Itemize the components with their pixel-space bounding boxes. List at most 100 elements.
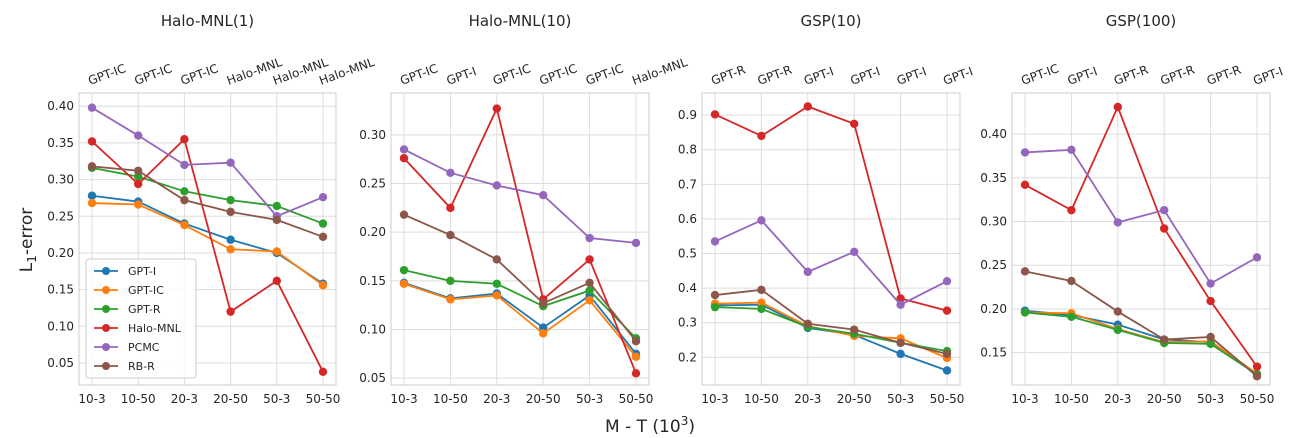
data-point-halo-mnl bbox=[180, 135, 189, 144]
data-point-pcmc bbox=[803, 267, 812, 277]
x-tick-label: 50-50 bbox=[1240, 392, 1275, 406]
y-tick-label: 0.2 bbox=[678, 350, 697, 364]
x-tick-label: 20-3 bbox=[1104, 392, 1131, 406]
data-point-rb-r bbox=[1252, 372, 1262, 381]
series-line-pcmc bbox=[91, 106, 324, 218]
x-tick-label: 20-50 bbox=[1147, 392, 1182, 406]
data-point-rb-r bbox=[492, 255, 501, 264]
data-point-halo-mnl bbox=[585, 255, 594, 264]
data-point-rb-r bbox=[942, 349, 952, 359]
data-point-gpt-r bbox=[757, 304, 766, 314]
data-point-halo-mnl bbox=[1206, 296, 1215, 306]
data-point-rb-r bbox=[446, 230, 455, 240]
series-line-rb-r bbox=[714, 288, 948, 355]
series-line-pcmc bbox=[714, 219, 948, 306]
data-point-gpt-ic bbox=[272, 247, 281, 256]
series-line-gpt-i bbox=[714, 303, 948, 372]
panel-title: Halo-MNL(1) bbox=[161, 12, 254, 30]
data-point-halo-mnl bbox=[134, 179, 143, 189]
y-tick-label: 0.15 bbox=[47, 283, 74, 297]
y-tick-label: 0.10 bbox=[359, 323, 386, 337]
y-tick-label: 0.15 bbox=[980, 346, 1007, 360]
top-tick-label: GPT-I bbox=[1251, 64, 1285, 88]
y-tick-label: 0.20 bbox=[359, 225, 386, 239]
data-point-gpt-r bbox=[134, 172, 143, 181]
x-tick-label: 50-3 bbox=[263, 392, 290, 406]
data-point-gpt-ic bbox=[585, 296, 594, 305]
data-point-halo-mnl bbox=[272, 276, 281, 286]
data-point-rb-r bbox=[134, 166, 143, 175]
y-tick-label: 0.6 bbox=[678, 212, 697, 226]
series-line-rb-r bbox=[91, 165, 324, 238]
x-tick-label: 10-3 bbox=[1011, 392, 1038, 406]
y-tick-label: 0.15 bbox=[359, 274, 386, 288]
data-point-gpt-r bbox=[318, 219, 328, 228]
data-point-gpt-i bbox=[942, 366, 952, 375]
legend-label-pcmc: PCMC bbox=[128, 341, 160, 354]
series-line-gpt-r bbox=[1024, 311, 1258, 376]
legend-label-gpt-ic: GPT-IC bbox=[128, 284, 164, 297]
data-point-gpt-r bbox=[1020, 308, 1030, 317]
x-tick-label: 10-3 bbox=[78, 392, 105, 406]
series-line-gpt-r bbox=[714, 306, 948, 352]
data-point-pcmc bbox=[539, 191, 548, 200]
y-tick-label: 0.35 bbox=[47, 136, 74, 150]
data-point-pcmc bbox=[942, 277, 952, 286]
legend-swatch-marker bbox=[102, 305, 110, 313]
x-tick-label: 20-50 bbox=[837, 392, 872, 406]
x-tick-label: 10-50 bbox=[1054, 392, 1089, 406]
data-point-gpt-ic bbox=[399, 279, 409, 288]
x-tick-label: 50-50 bbox=[930, 392, 965, 406]
data-point-halo-mnl bbox=[942, 306, 952, 315]
y-tick-label: 0.25 bbox=[359, 177, 386, 191]
data-point-rb-r bbox=[1020, 267, 1030, 276]
data-point-pcmc bbox=[87, 103, 97, 112]
x-tick-label: 50-50 bbox=[619, 392, 654, 406]
x-tick-label: 50-3 bbox=[1197, 392, 1224, 406]
data-point-gpt-ic bbox=[226, 245, 235, 254]
top-tick-label: GPT-R bbox=[1112, 63, 1150, 88]
legend-swatch-marker bbox=[102, 362, 110, 370]
x-tick-label: 20-3 bbox=[794, 392, 821, 406]
x-tick-label: 10-50 bbox=[433, 392, 468, 406]
data-point-gpt-ic bbox=[539, 329, 548, 338]
top-tick-label: GPT-I bbox=[802, 64, 836, 88]
data-point-gpt-ic bbox=[180, 220, 189, 230]
data-point-rb-r bbox=[710, 290, 720, 300]
data-point-rb-r bbox=[226, 207, 235, 217]
top-tick-label: GPT-I bbox=[445, 64, 479, 88]
top-tick-label: GPT-I bbox=[848, 64, 882, 88]
data-point-rb-r bbox=[1067, 276, 1076, 286]
x-axis-label: M - T (103) bbox=[605, 414, 695, 437]
data-point-halo-mnl bbox=[1160, 224, 1169, 233]
data-point-gpt-ic bbox=[631, 352, 641, 361]
data-point-pcmc bbox=[1160, 205, 1169, 215]
series-line-halo-mnl bbox=[1024, 104, 1258, 368]
data-point-gpt-i bbox=[226, 235, 235, 244]
x-tick-label: 10-3 bbox=[701, 392, 728, 406]
data-point-gpt-r bbox=[1113, 325, 1123, 335]
y-tick-label: 0.40 bbox=[47, 99, 74, 113]
data-point-pcmc bbox=[492, 181, 501, 190]
panel-halo-mnl-10: 0.05 0.10 0.15 0.20 0.25 0.30 10-3 GPT-IC 10-50 G… bbox=[359, 12, 689, 406]
x-tick-label: 10-3 bbox=[390, 392, 417, 406]
data-point-gpt-r bbox=[226, 195, 235, 205]
series-line-gpt-i bbox=[403, 281, 637, 355]
data-point-gpt-i bbox=[896, 349, 905, 359]
plot-frame bbox=[1011, 92, 1271, 386]
y-tick-label: 0.7 bbox=[678, 177, 697, 191]
panel-title: Halo-MNL(10) bbox=[469, 12, 572, 30]
data-point-rb-r bbox=[1206, 332, 1215, 342]
data-point-gpt-ic bbox=[492, 291, 501, 300]
x-tick-label: 50-3 bbox=[576, 392, 603, 406]
data-point-halo-mnl bbox=[226, 307, 235, 316]
data-point-gpt-r bbox=[272, 201, 281, 211]
top-tick-label: GPT-IC bbox=[398, 61, 439, 87]
y-axis-label: L1-error bbox=[17, 208, 39, 272]
series-line-gpt-ic bbox=[403, 282, 637, 358]
data-point-pcmc bbox=[710, 237, 720, 246]
top-tick-label: GPT-IC bbox=[537, 61, 578, 87]
panel-title: GSP(100) bbox=[1106, 12, 1177, 30]
data-point-rb-r bbox=[87, 162, 97, 171]
